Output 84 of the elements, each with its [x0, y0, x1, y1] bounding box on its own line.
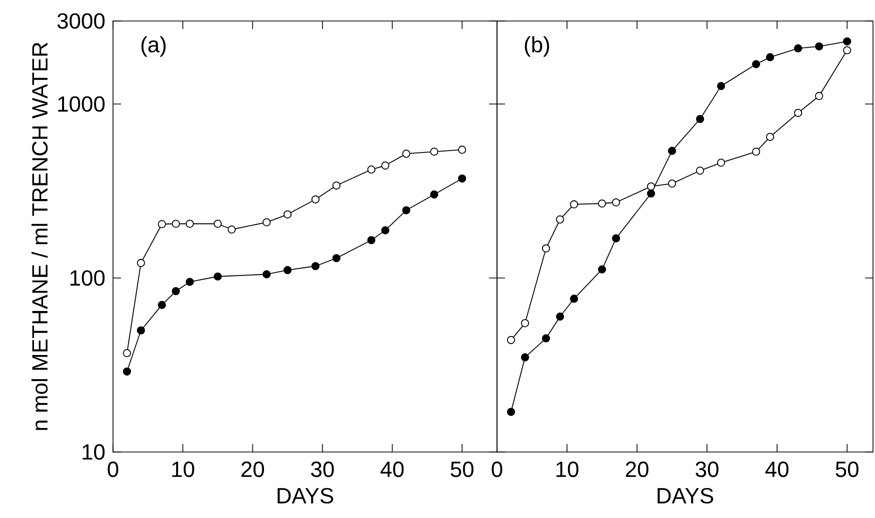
- point: [570, 200, 578, 208]
- point: [367, 236, 376, 244]
- point: [752, 148, 760, 156]
- annotation: (a): [141, 36, 166, 57]
- point: [262, 218, 271, 226]
- x-tick-label: 0: [108, 462, 118, 478]
- point: [598, 265, 606, 274]
- point: [172, 220, 180, 228]
- y-tick-label: 3000: [57, 13, 105, 29]
- point: [696, 166, 704, 175]
- point: [752, 60, 760, 68]
- point: [214, 272, 222, 281]
- x-tick-label: 10: [172, 462, 194, 478]
- point: [612, 198, 620, 206]
- x-tick-label: 20: [626, 462, 648, 478]
- y-tick-label: 100: [70, 270, 105, 286]
- x-axis-title: DAYS: [658, 488, 714, 504]
- point: [668, 180, 676, 188]
- point: [794, 108, 802, 117]
- point: [381, 161, 390, 170]
- x-tick-label: 20: [242, 462, 264, 478]
- point: [668, 146, 676, 155]
- y-tick-label: 10: [82, 444, 105, 460]
- point: [136, 258, 145, 268]
- point: [556, 312, 564, 321]
- point: [506, 336, 516, 344]
- point: [284, 266, 292, 274]
- point: [696, 114, 704, 124]
- y-tick-label: 1000: [58, 96, 105, 112]
- point: [458, 174, 466, 183]
- point: [570, 294, 578, 303]
- point: [228, 225, 236, 234]
- point: [815, 92, 824, 100]
- point: [367, 166, 376, 174]
- point: [136, 326, 145, 334]
- point: [402, 206, 410, 214]
- point: [381, 226, 390, 234]
- y-axis-title: n mol METHANE / ml TRENCH WATER: [32, 42, 48, 430]
- x-tick-label: 50: [836, 462, 858, 478]
- x-tick-label: 10: [556, 462, 578, 478]
- point: [332, 181, 340, 190]
- x-tick-label: 0: [492, 462, 502, 478]
- point: [262, 270, 271, 278]
- point: [158, 220, 166, 228]
- point: [430, 148, 438, 156]
- point: [794, 44, 802, 52]
- point: [717, 158, 726, 167]
- point: [542, 334, 550, 342]
- point: [332, 254, 340, 262]
- point: [430, 190, 438, 199]
- point: [612, 234, 620, 242]
- point: [717, 82, 726, 90]
- point: [284, 210, 292, 218]
- point: [458, 146, 466, 154]
- x-tick-label: 30: [311, 462, 334, 478]
- x-tick-label: 40: [765, 462, 788, 478]
- point: [646, 182, 656, 190]
- point: [311, 195, 320, 204]
- x-axis-title: DAYS: [278, 488, 334, 504]
- point: [520, 353, 530, 362]
- point: [158, 300, 166, 310]
- point: [598, 199, 606, 208]
- point: [843, 46, 852, 54]
- point: [506, 408, 516, 416]
- point: [311, 262, 320, 270]
- x-tick-label: 50: [450, 462, 474, 478]
- point: [122, 367, 132, 376]
- point: [766, 132, 774, 141]
- point: [843, 37, 852, 46]
- point: [556, 215, 564, 224]
- point: [520, 319, 530, 328]
- point: [402, 150, 410, 158]
- point: [122, 349, 132, 358]
- x-tick-label: 30: [696, 462, 718, 478]
- annotation: (b): [524, 36, 550, 57]
- point: [186, 220, 194, 228]
- point: [214, 220, 222, 228]
- point: [542, 244, 550, 252]
- point: [815, 42, 824, 50]
- point: [646, 189, 656, 198]
- point: [186, 278, 194, 286]
- point: [172, 287, 180, 296]
- point: [766, 53, 774, 62]
- x-tick-label: 40: [380, 462, 404, 478]
